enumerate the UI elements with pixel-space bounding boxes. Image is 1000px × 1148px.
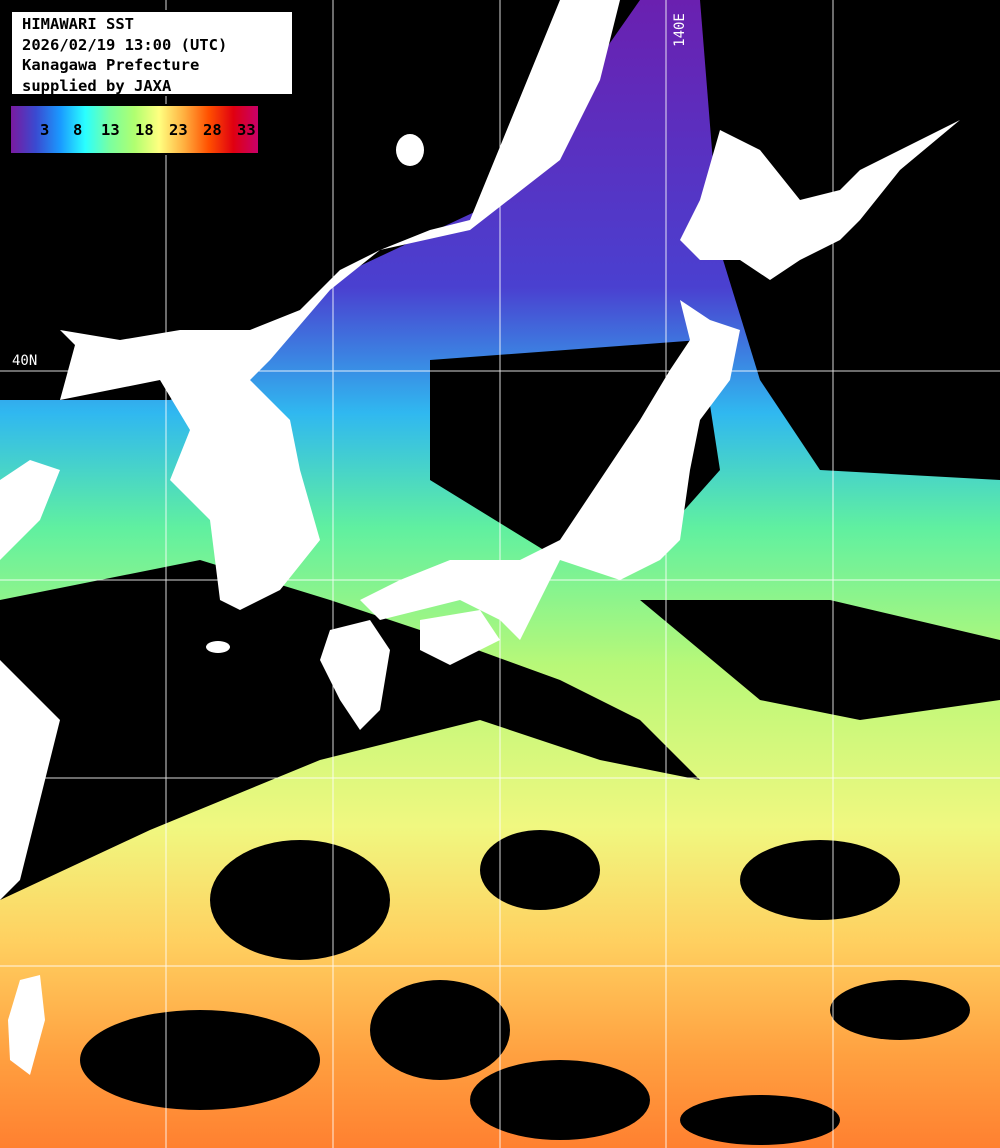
legend-tick: 8 [73,121,83,139]
legend-tick: 28 [203,121,222,139]
region: Kanagawa Prefecture [22,56,200,74]
land-mask [0,0,960,1075]
land-china [0,460,60,560]
legend-tick: 33 [237,121,256,139]
land-jeju [206,641,230,653]
credit: supplied by JAXA [22,76,172,95]
legend-tick: 18 [135,121,154,139]
longitude-label: 140E [671,13,688,47]
land-hokkaido [680,120,960,280]
land-honshu [360,300,740,640]
legend-tick: 23 [169,121,188,139]
legend-tick: 13 [101,121,120,139]
legend-tick: 3 [40,121,50,139]
land-ulleungdo [396,134,424,166]
datetime: 2026/02/19 13:00 (UTC) [22,35,228,54]
color-scale-legend: 3 8 13 18 23 28 33 [9,104,260,155]
map-title: HIMAWARI SST [22,15,134,33]
latitude-label: 40N [12,353,38,369]
land-taiwan [8,975,45,1075]
info-box: HIMAWARI SST 2026/02/19 13:00 (UTC) Kana… [10,10,294,96]
land-korea-manchuria [60,0,680,610]
land-china-coast [0,660,60,900]
land-shikoku [420,610,500,665]
land-kyushu [320,620,390,730]
